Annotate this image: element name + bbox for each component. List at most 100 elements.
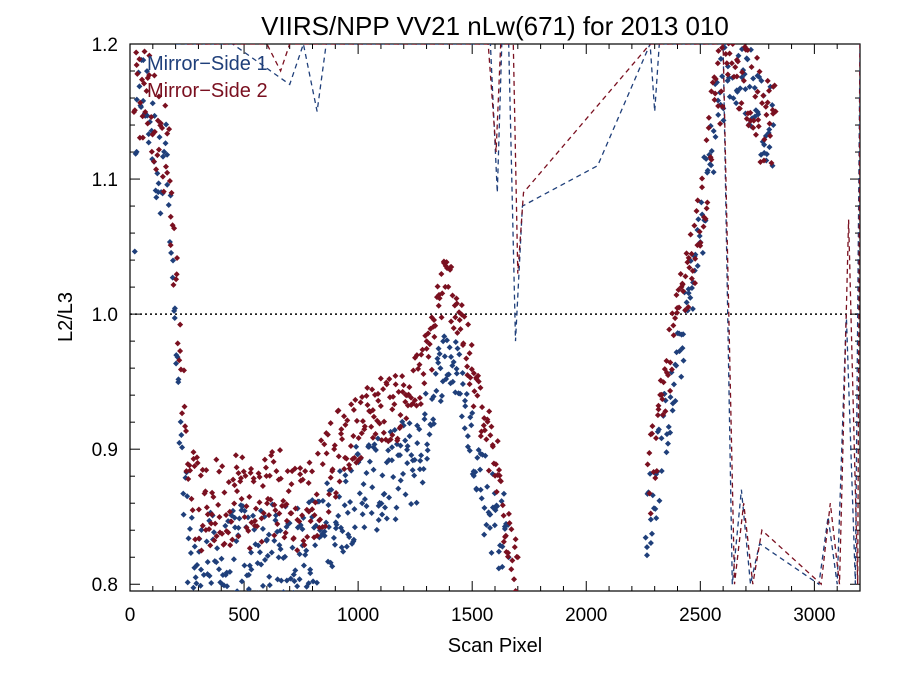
data-point bbox=[300, 562, 307, 569]
data-point bbox=[669, 310, 676, 317]
data-point bbox=[317, 516, 324, 523]
data-point bbox=[346, 534, 353, 541]
data-point bbox=[744, 56, 751, 63]
data-point bbox=[750, 124, 757, 131]
data-point bbox=[201, 595, 207, 601]
data-point bbox=[733, 73, 740, 80]
data-point bbox=[309, 506, 316, 513]
data-point bbox=[397, 423, 404, 430]
data-point bbox=[491, 522, 498, 529]
data-point bbox=[192, 590, 193, 591]
data-point bbox=[512, 536, 519, 543]
data-point bbox=[270, 458, 277, 465]
data-point bbox=[417, 401, 424, 408]
data-point bbox=[381, 418, 388, 425]
series-1-dashed-trace bbox=[175, 44, 860, 586]
data-point bbox=[221, 540, 228, 547]
data-point bbox=[292, 505, 299, 512]
data-point bbox=[173, 271, 180, 278]
data-point bbox=[266, 472, 273, 479]
data-point bbox=[404, 443, 411, 450]
data-point bbox=[208, 579, 215, 586]
data-point bbox=[754, 88, 761, 95]
data-point bbox=[329, 563, 336, 570]
data-point bbox=[266, 573, 273, 580]
data-point bbox=[219, 463, 226, 470]
data-point bbox=[715, 111, 722, 118]
data-point bbox=[165, 202, 172, 209]
data-point bbox=[219, 530, 226, 537]
data-point bbox=[366, 443, 373, 450]
data-point bbox=[271, 532, 278, 539]
data-point bbox=[305, 479, 312, 486]
data-point bbox=[499, 543, 506, 550]
data-point bbox=[304, 533, 311, 540]
data-point bbox=[324, 480, 331, 487]
data-point bbox=[445, 283, 452, 290]
data-point bbox=[232, 452, 239, 459]
data-point bbox=[145, 139, 152, 146]
data-point bbox=[644, 544, 651, 551]
data-point bbox=[133, 49, 140, 56]
data-point bbox=[441, 353, 448, 360]
data-point bbox=[680, 288, 687, 295]
data-point bbox=[377, 402, 384, 409]
data-point bbox=[481, 427, 488, 434]
data-point bbox=[449, 378, 456, 385]
data-point bbox=[294, 547, 301, 554]
data-point bbox=[297, 465, 304, 472]
data-point bbox=[299, 512, 306, 519]
data-point bbox=[231, 514, 238, 521]
data-point bbox=[148, 148, 155, 155]
data-point bbox=[228, 518, 235, 525]
data-point bbox=[335, 453, 342, 460]
data-point bbox=[357, 454, 364, 461]
data-point bbox=[702, 215, 709, 222]
data-point bbox=[214, 545, 221, 552]
data-point bbox=[484, 416, 491, 423]
data-point bbox=[397, 412, 404, 419]
data-point bbox=[653, 515, 660, 522]
data-point bbox=[134, 70, 141, 77]
data-point bbox=[368, 423, 375, 430]
data-point bbox=[222, 522, 229, 529]
data-point bbox=[410, 367, 417, 374]
data-point bbox=[194, 561, 201, 568]
data-point bbox=[282, 553, 289, 560]
data-point bbox=[422, 390, 429, 397]
data-point bbox=[221, 489, 228, 496]
data-point bbox=[197, 472, 204, 479]
data-point bbox=[496, 472, 503, 479]
data-point bbox=[176, 357, 183, 364]
data-point bbox=[251, 517, 258, 524]
data-point bbox=[313, 579, 320, 586]
data-point bbox=[218, 555, 225, 562]
data-point bbox=[420, 370, 427, 377]
data-point bbox=[185, 535, 192, 542]
data-point bbox=[356, 490, 363, 497]
data-point bbox=[389, 444, 396, 451]
data-point bbox=[363, 503, 370, 510]
data-point bbox=[143, 88, 150, 95]
data-point bbox=[231, 482, 238, 489]
legend: Mirror−Side 1 Mirror−Side 2 bbox=[147, 53, 268, 102]
data-point bbox=[468, 422, 475, 429]
data-point bbox=[687, 231, 694, 238]
data-point bbox=[658, 468, 665, 475]
data-point bbox=[157, 120, 164, 127]
data-point bbox=[766, 126, 773, 133]
data-point bbox=[139, 134, 146, 141]
data-point bbox=[281, 534, 288, 541]
data-point bbox=[347, 443, 354, 450]
data-point bbox=[177, 321, 184, 328]
data-point bbox=[696, 232, 703, 239]
data-point bbox=[256, 590, 257, 591]
data-point bbox=[327, 420, 334, 427]
data-point bbox=[431, 333, 438, 340]
data-point bbox=[214, 598, 220, 604]
data-point bbox=[738, 25, 744, 31]
data-point bbox=[338, 544, 345, 551]
data-point bbox=[278, 577, 285, 584]
data-point bbox=[709, 79, 716, 86]
data-point bbox=[381, 490, 388, 497]
